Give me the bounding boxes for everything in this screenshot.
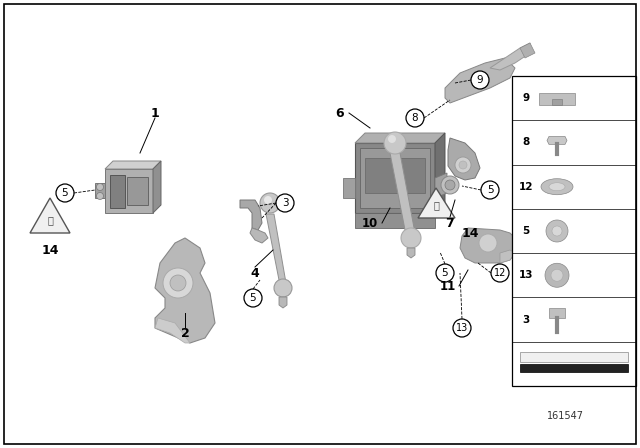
Polygon shape [127,177,148,205]
Polygon shape [365,158,425,193]
Circle shape [274,279,292,297]
Polygon shape [355,133,445,143]
Circle shape [471,71,489,89]
Circle shape [453,319,471,337]
Polygon shape [153,161,161,213]
Polygon shape [113,161,160,205]
Polygon shape [435,173,447,198]
Circle shape [388,135,396,143]
Polygon shape [435,133,445,213]
Text: 2: 2 [180,327,189,340]
Text: 9: 9 [477,75,483,85]
Polygon shape [547,137,567,144]
Text: 1: 1 [150,107,159,120]
Polygon shape [240,200,262,230]
Text: 14: 14 [461,227,479,240]
Polygon shape [95,183,105,198]
Circle shape [545,263,569,287]
Circle shape [481,181,499,199]
Bar [552,99,562,105]
Polygon shape [266,214,286,285]
Ellipse shape [541,179,573,195]
Text: 8: 8 [522,138,530,147]
Circle shape [406,109,424,127]
Polygon shape [360,148,430,208]
Text: 14: 14 [41,244,59,257]
Circle shape [445,180,455,190]
Polygon shape [110,175,125,208]
Circle shape [264,196,272,204]
Bar [520,364,628,372]
Text: 11: 11 [440,280,456,293]
Circle shape [491,264,509,282]
Polygon shape [500,250,515,263]
Polygon shape [343,178,355,198]
Circle shape [455,157,471,173]
Polygon shape [355,143,435,213]
Circle shape [479,234,497,252]
Circle shape [260,193,280,213]
Polygon shape [490,43,530,70]
Ellipse shape [549,183,565,191]
Circle shape [170,275,186,291]
Polygon shape [520,43,535,58]
Polygon shape [155,238,215,343]
Text: 7: 7 [445,216,454,229]
Polygon shape [355,213,435,228]
Polygon shape [105,169,153,213]
Text: 5: 5 [486,185,493,195]
Text: 5: 5 [442,268,448,278]
Text: 5: 5 [61,188,68,198]
Text: 12: 12 [519,182,533,192]
Polygon shape [30,198,70,233]
Polygon shape [105,161,161,169]
Polygon shape [155,318,190,343]
Text: 3: 3 [522,314,530,324]
Polygon shape [279,297,287,308]
Text: 13: 13 [519,270,533,280]
Text: 3: 3 [282,198,288,208]
Text: ⏻: ⏻ [47,215,53,225]
Text: 5: 5 [522,226,530,236]
Circle shape [384,132,406,154]
Text: 6: 6 [336,107,344,120]
Polygon shape [445,58,515,103]
Circle shape [163,268,193,298]
Text: 8: 8 [412,113,419,123]
Text: 13: 13 [456,323,468,333]
Text: 10: 10 [362,216,378,229]
Text: 9: 9 [522,93,529,103]
Bar [539,93,575,105]
Polygon shape [448,138,480,180]
Polygon shape [390,153,415,235]
Circle shape [551,269,563,281]
Bar [512,76,636,386]
Text: 161547: 161547 [547,411,584,421]
Circle shape [244,289,262,307]
Circle shape [56,184,74,202]
Polygon shape [460,228,515,263]
Circle shape [546,220,568,242]
Circle shape [97,184,104,190]
Polygon shape [418,188,455,218]
Polygon shape [250,228,268,243]
Polygon shape [407,248,415,258]
Circle shape [97,193,104,199]
Text: ⏻: ⏻ [433,200,439,210]
Text: 5: 5 [250,293,256,303]
Circle shape [436,264,454,282]
Circle shape [441,176,459,194]
Circle shape [401,228,421,248]
Bar [549,308,565,318]
Circle shape [276,194,294,212]
Bar [520,352,628,362]
Circle shape [552,226,562,236]
Circle shape [459,161,467,169]
Text: 4: 4 [251,267,259,280]
Text: 12: 12 [494,268,506,278]
